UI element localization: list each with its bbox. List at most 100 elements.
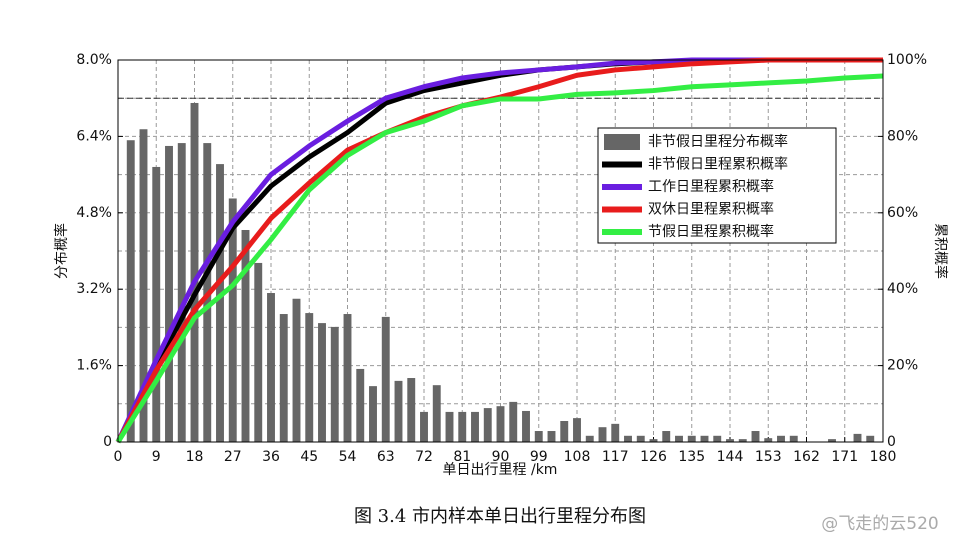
- x-tick-label: 162: [793, 449, 820, 465]
- watermark: @飞走的云520: [821, 514, 938, 534]
- plot-frame: [117, 59, 884, 443]
- x-tick-label: 153: [755, 449, 782, 465]
- x-tick-label: 126: [640, 449, 667, 465]
- bar: [751, 431, 760, 442]
- bar: [636, 435, 645, 442]
- bar: [305, 313, 314, 442]
- bar: [241, 229, 250, 442]
- bar: [330, 326, 339, 442]
- bar: [228, 198, 237, 442]
- x-tick-label: 63: [377, 449, 395, 465]
- bar: [509, 401, 518, 442]
- bar: [458, 411, 467, 442]
- x-tick-label: 45: [300, 449, 318, 465]
- y2-axis-label: 累积概率: [932, 223, 949, 279]
- legend-swatch: [604, 134, 640, 150]
- bar: [611, 423, 620, 442]
- bar: [356, 368, 365, 442]
- bar: [598, 427, 607, 442]
- bar: [585, 435, 594, 442]
- bar: [573, 418, 581, 442]
- x-tick-label: 135: [678, 449, 705, 465]
- x-axis-label: 单日出行里程 /km: [443, 462, 558, 478]
- x-tick-label: 18: [186, 449, 204, 465]
- bar: [726, 439, 734, 442]
- bar: [407, 378, 416, 442]
- x-tick-label: 171: [831, 449, 858, 465]
- bar: [279, 314, 288, 442]
- bar: [126, 140, 135, 442]
- legend-label: 非节假日里程累积概率: [648, 156, 788, 173]
- legend-label: 工作日里程累积概率: [648, 178, 774, 195]
- bar: [649, 439, 658, 442]
- bar: [165, 145, 173, 442]
- bar: [700, 435, 709, 442]
- line: [115, 73, 884, 444]
- bar: [624, 435, 632, 442]
- y-axis-label: 分布概率: [53, 223, 70, 279]
- bar: [394, 380, 403, 442]
- x-tick-label: 108: [564, 449, 591, 465]
- x-tick-label: 36: [262, 449, 280, 465]
- bar: [369, 386, 377, 442]
- y2-tick-label: 20%: [887, 358, 918, 374]
- legend-label: 节假日里程累积概率: [648, 223, 774, 240]
- bar: [777, 435, 785, 442]
- bar: [432, 385, 441, 442]
- bar: [471, 411, 479, 442]
- x-tick-label: 0: [114, 449, 123, 465]
- x-tick-label: 9: [152, 449, 161, 465]
- bar: [828, 439, 836, 442]
- x-tick-label: 27: [224, 449, 242, 465]
- bar: [445, 411, 454, 442]
- caption: 图 3.4 市内样本单日出行里程分布图: [354, 506, 646, 527]
- bar: [343, 314, 352, 442]
- bar: [713, 435, 722, 442]
- bar: [853, 433, 862, 442]
- bar: [560, 420, 569, 442]
- x-tick-label: 180: [870, 449, 897, 465]
- x-tick-label: 72: [415, 449, 433, 465]
- bar: [139, 129, 148, 443]
- bar: [675, 435, 683, 442]
- bar: [190, 102, 199, 442]
- x-tick-label: 99: [530, 449, 548, 465]
- y2-tick-label: 80%: [887, 128, 918, 144]
- bar: [420, 411, 428, 442]
- bar: [522, 410, 530, 442]
- bar: [318, 323, 326, 442]
- bar: [764, 438, 773, 442]
- bar: [292, 298, 301, 442]
- x-tick-label: 90: [492, 449, 510, 465]
- x-tick-label: 117: [602, 449, 629, 465]
- x-tick-label: 81: [453, 449, 471, 465]
- y2-tick-label: 60%: [887, 205, 918, 221]
- bar: [547, 431, 556, 442]
- bar: [216, 164, 224, 442]
- bar: [267, 293, 275, 442]
- x-tick-label: 54: [339, 449, 357, 465]
- bar: [381, 316, 390, 442]
- bar: [177, 143, 186, 442]
- bar: [152, 166, 161, 442]
- bar: [789, 435, 798, 442]
- bar: [483, 408, 492, 442]
- x-tick-label: 144: [717, 449, 744, 465]
- y-tick-label: 1.6%: [76, 358, 112, 374]
- legend-label: 双休日里程累积概率: [648, 201, 774, 218]
- y2-tick-label: 0: [887, 434, 896, 450]
- bar: [254, 262, 263, 442]
- bar: [687, 435, 696, 442]
- bar: [534, 431, 543, 442]
- legend-label: 非节假日里程分布概率: [648, 133, 788, 150]
- y-tick-label: 3.2%: [76, 281, 112, 297]
- bar: [866, 435, 875, 442]
- bar: [496, 406, 505, 442]
- bar: [662, 431, 671, 442]
- bar: [738, 439, 747, 442]
- y-tick-label: 8.0%: [76, 52, 112, 68]
- y2-tick-label: 100%: [887, 52, 927, 68]
- y-tick-label: 4.8%: [76, 205, 112, 221]
- y-tick-label: 6.4%: [76, 128, 112, 144]
